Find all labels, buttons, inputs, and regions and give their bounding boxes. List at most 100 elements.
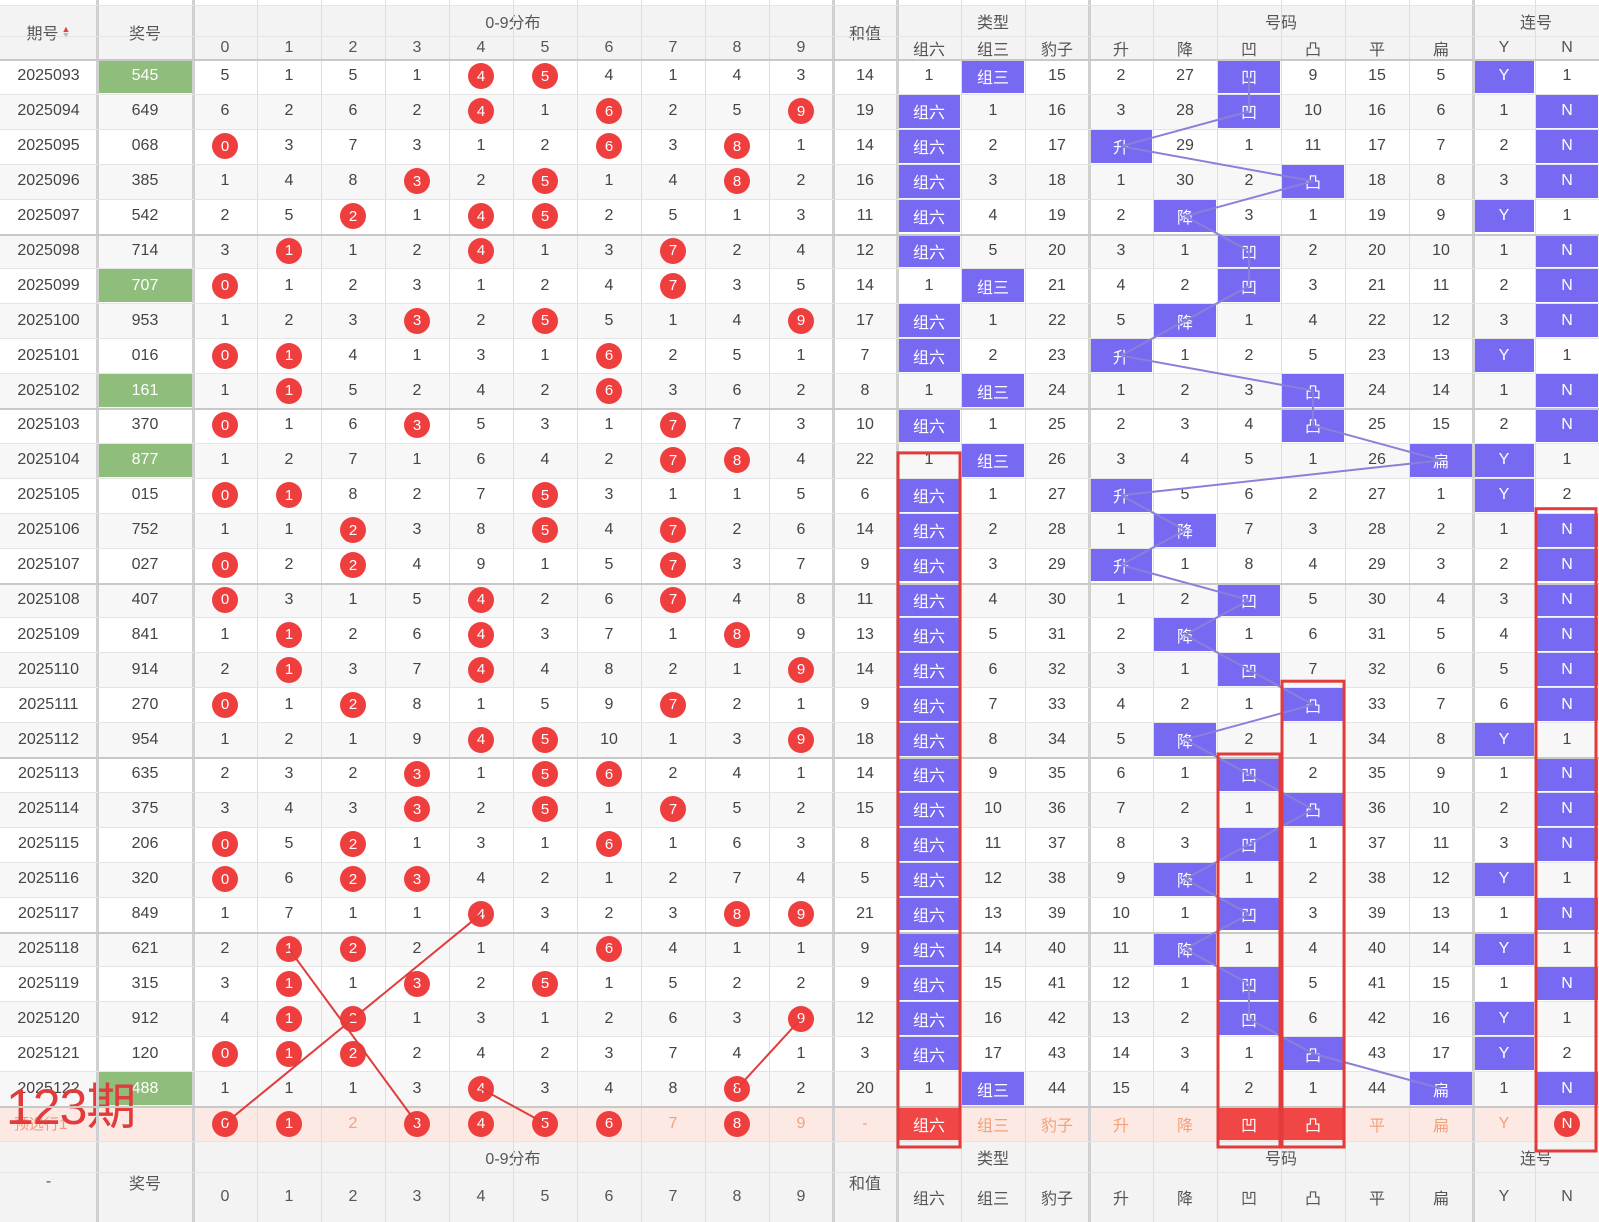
group-divider (96, 0, 99, 1222)
predict-ball[interactable]: 6 (596, 1110, 622, 1137)
drawn-ball: 4 (468, 621, 494, 648)
predict-digit[interactable]: 9 (796, 1114, 806, 1132)
predict-number-option[interactable]: 扁 (1432, 1117, 1449, 1135)
predict-link-value[interactable]: Y (1498, 1114, 1510, 1132)
digit-cell: 5 (705, 792, 769, 827)
digit-cell: 1 (257, 1036, 321, 1071)
miss-count: 4 (284, 172, 294, 190)
predict-ball[interactable]: 8 (724, 1110, 750, 1137)
digit-cell: 4 (449, 897, 513, 932)
predict-number-option[interactable]: 降 (1176, 1117, 1193, 1135)
predict-digit-cell[interactable]: 4 (449, 1106, 513, 1141)
predict-number-option[interactable]: 平 (1368, 1117, 1385, 1135)
miss-count: 1 (284, 416, 294, 434)
sort-icon[interactable]: ▲ ▼ (61, 24, 71, 40)
digit-cell: 2 (321, 199, 385, 234)
number-cell: 1 (1244, 1044, 1254, 1062)
predict-number-option[interactable]: 凹 (1218, 1107, 1280, 1140)
miss-count: 3 (476, 1009, 486, 1027)
number-cell: 15 (1432, 416, 1450, 434)
miss-count: 3 (220, 800, 230, 818)
sum-cell: 14 (856, 521, 874, 539)
predict-digit-cell[interactable]: 0 (193, 1106, 257, 1141)
miss-count: 2 (540, 381, 550, 399)
number-cell: 11 (1304, 137, 1322, 155)
digit-cell: 3 (257, 757, 321, 792)
miss-count: 2 (220, 207, 230, 225)
link-header: 连号 (1473, 1141, 1599, 1172)
sum-cell: 22 (856, 451, 874, 469)
predict-sum: - (862, 1114, 868, 1132)
miss-count: 1 (220, 381, 230, 399)
row-divider (0, 338, 1599, 340)
digit-cell: 6 (449, 443, 513, 478)
type-cell: 组六 (898, 234, 960, 268)
predict-digit[interactable]: 7 (668, 1114, 678, 1132)
number-cell: 10 (1112, 905, 1130, 923)
predict-number-option[interactable]: 升 (1112, 1117, 1129, 1135)
digit-cell: 5 (193, 59, 257, 94)
row-divider (0, 1001, 1599, 1003)
type-cell: 组六 (898, 513, 960, 547)
predict-digit[interactable]: 2 (348, 1114, 358, 1132)
digit-cell: 7 (641, 234, 705, 269)
period-cell: 2025114 (17, 800, 80, 818)
drawn-ball: 8 (724, 133, 750, 160)
period-header[interactable]: 期号 ▲ ▼ (0, 5, 97, 59)
predict-ball[interactable]: 1 (276, 1110, 302, 1137)
predict-digit-cell[interactable]: 6 (577, 1106, 641, 1141)
predict-link-option[interactable]: Y (1473, 1106, 1535, 1141)
type-cell: 组三 (962, 1072, 1024, 1105)
predict-link-option[interactable]: N (1535, 1106, 1599, 1141)
digit-cell: 3 (705, 548, 769, 583)
digit-cell: 3 (385, 129, 449, 164)
period-cell: 2025094 (17, 102, 80, 120)
predict-ball[interactable]: 0 (212, 1110, 238, 1137)
predict-digit-cell[interactable]: 7 (641, 1106, 705, 1141)
type-cell: 组六 (898, 409, 960, 442)
predict-ball[interactable]: 3 (404, 1110, 430, 1137)
number-cell: 16 (1368, 102, 1386, 120)
digit-cell: 6 (321, 94, 385, 129)
digit-cell: 7 (641, 443, 705, 478)
drawn-ball: 2 (340, 935, 366, 962)
predict-digit-cell[interactable]: 2 (321, 1106, 385, 1141)
miss-count: 3 (540, 625, 550, 643)
miss-count: 1 (604, 416, 614, 434)
period-cell: 2025102 (17, 381, 80, 399)
predict-digit-cell[interactable]: 8 (705, 1106, 769, 1141)
type-cell: 1 (988, 486, 998, 504)
link-cell: N (1536, 758, 1598, 791)
period-cell: 2025093 (17, 67, 80, 85)
period-cell: 2025121 (17, 1044, 80, 1062)
period-cell: 2025119 (17, 974, 80, 992)
link-col-header: N (1561, 1188, 1573, 1205)
predict-ball[interactable]: 4 (468, 1110, 494, 1137)
predict-type-option[interactable]: 豹子 (1040, 1117, 1073, 1135)
miss-count: 4 (668, 172, 678, 190)
digit-cell: 2 (513, 268, 577, 303)
drawn-ball: 5 (532, 726, 558, 753)
predict-type-option[interactable]: 组三 (976, 1117, 1009, 1135)
miss-count: 1 (796, 346, 806, 364)
digit-cell: 2 (321, 1036, 385, 1071)
digit-col-header: 5 (540, 1188, 550, 1205)
miss-count: 1 (348, 1079, 358, 1097)
predict-type-option[interactable]: 组六 (898, 1107, 960, 1140)
miss-count: 1 (476, 276, 486, 294)
link-cell: N (1536, 827, 1598, 861)
number-cell: 2 (1308, 241, 1318, 259)
predict-digit-cell[interactable]: 1 (257, 1106, 321, 1141)
miss-count: 3 (348, 311, 358, 329)
predict-digit-cell[interactable]: 3 (385, 1106, 449, 1141)
predict-digit-cell[interactable]: 5 (513, 1106, 577, 1141)
predict-link-value[interactable]: N (1554, 1110, 1580, 1137)
digit-cell: 7 (385, 652, 449, 687)
predict-number-option[interactable]: 凸 (1282, 1107, 1344, 1140)
predict-ball[interactable]: 5 (532, 1110, 558, 1137)
number-cell: 1 (1180, 974, 1190, 992)
digit-cell: 1 (193, 303, 257, 338)
drawn-ball: 5 (532, 970, 558, 997)
predict-digit-cell[interactable]: 9 (769, 1106, 833, 1141)
number-cell: 9 (1436, 207, 1446, 225)
